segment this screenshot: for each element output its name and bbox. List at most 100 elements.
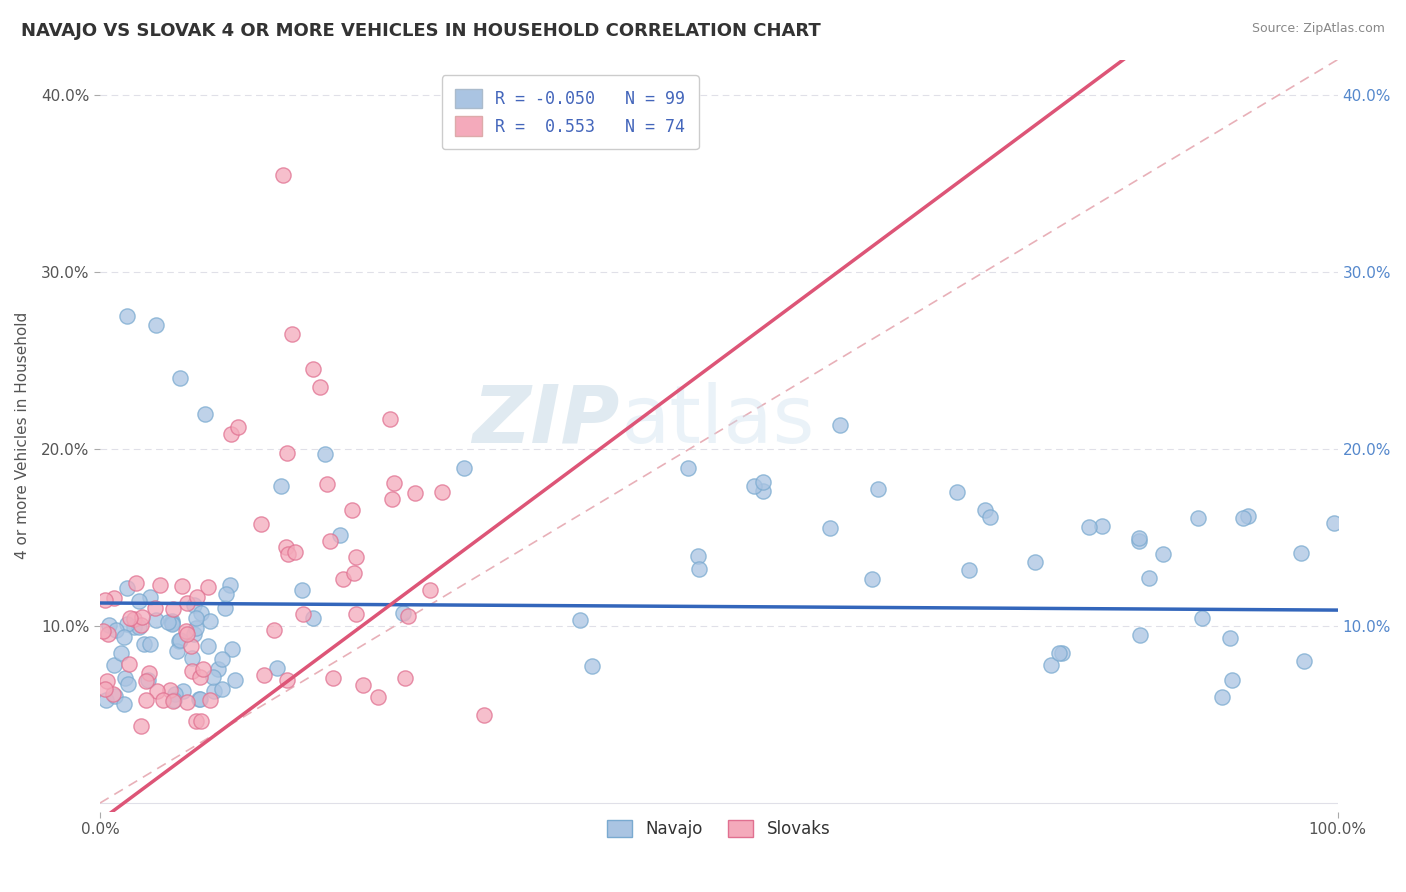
Point bbox=[169, 371, 191, 385]
Point bbox=[120, 611, 142, 625]
Point bbox=[253, 668, 276, 682]
Point bbox=[367, 690, 389, 704]
Point bbox=[135, 693, 157, 707]
Point bbox=[145, 683, 167, 698]
Point bbox=[860, 572, 883, 586]
Point bbox=[1219, 631, 1241, 645]
Point bbox=[1052, 646, 1074, 660]
Point bbox=[418, 583, 440, 598]
Point bbox=[160, 616, 183, 631]
Point bbox=[186, 590, 208, 604]
Point bbox=[382, 476, 405, 491]
Point bbox=[145, 613, 167, 627]
Point bbox=[190, 714, 212, 728]
Point bbox=[156, 615, 179, 629]
Legend: Navajo, Slovaks: Navajo, Slovaks bbox=[600, 814, 837, 845]
Point bbox=[166, 644, 188, 658]
Point bbox=[197, 580, 219, 594]
Point bbox=[117, 676, 139, 690]
Point bbox=[322, 671, 344, 685]
Point bbox=[202, 670, 225, 684]
Point bbox=[183, 627, 205, 641]
Point bbox=[1220, 673, 1243, 688]
Point bbox=[1152, 547, 1174, 561]
Text: ZIP: ZIP bbox=[472, 382, 620, 459]
Point bbox=[1294, 654, 1316, 668]
Point bbox=[820, 521, 842, 535]
Point bbox=[329, 528, 352, 542]
Point bbox=[117, 617, 139, 632]
Point bbox=[101, 687, 124, 701]
Point bbox=[1191, 610, 1213, 624]
Point bbox=[131, 610, 153, 624]
Point bbox=[957, 563, 980, 577]
Text: atlas: atlas bbox=[620, 382, 814, 459]
Point bbox=[344, 550, 367, 565]
Point bbox=[342, 503, 364, 517]
Point bbox=[291, 582, 314, 597]
Point bbox=[302, 362, 325, 376]
Point bbox=[281, 326, 304, 341]
Point bbox=[93, 592, 115, 607]
Point bbox=[190, 606, 212, 620]
Point bbox=[176, 597, 198, 611]
Point bbox=[124, 576, 146, 591]
Point bbox=[1128, 531, 1150, 545]
Point bbox=[224, 673, 246, 687]
Point bbox=[742, 478, 765, 492]
Point bbox=[309, 380, 332, 394]
Text: NAVAJO VS SLOVAK 4 OR MORE VEHICLES IN HOUSEHOLD CORRELATION CHART: NAVAJO VS SLOVAK 4 OR MORE VEHICLES IN H… bbox=[21, 22, 821, 40]
Point bbox=[430, 484, 453, 499]
Point bbox=[276, 541, 298, 555]
Point bbox=[159, 682, 181, 697]
Point bbox=[122, 620, 145, 634]
Point bbox=[1137, 571, 1160, 585]
Point bbox=[1049, 646, 1071, 660]
Point bbox=[135, 673, 157, 688]
Point bbox=[207, 662, 229, 676]
Point bbox=[122, 612, 145, 626]
Point bbox=[394, 671, 416, 685]
Point bbox=[676, 461, 699, 475]
Point bbox=[688, 562, 710, 576]
Point bbox=[176, 627, 198, 641]
Point bbox=[1232, 511, 1254, 525]
Point bbox=[250, 517, 273, 532]
Point bbox=[1129, 628, 1152, 642]
Point bbox=[114, 671, 136, 685]
Point bbox=[103, 658, 125, 673]
Point bbox=[1187, 511, 1209, 525]
Point bbox=[828, 418, 851, 433]
Point bbox=[472, 707, 495, 722]
Point bbox=[378, 412, 401, 426]
Point bbox=[1237, 508, 1260, 523]
Point bbox=[117, 310, 139, 324]
Point bbox=[404, 486, 426, 500]
Point bbox=[979, 510, 1001, 524]
Point bbox=[276, 446, 298, 460]
Point bbox=[176, 695, 198, 709]
Point bbox=[581, 659, 603, 673]
Point bbox=[202, 683, 225, 698]
Point bbox=[218, 578, 240, 592]
Point bbox=[688, 549, 710, 563]
Text: Source: ZipAtlas.com: Source: ZipAtlas.com bbox=[1251, 22, 1385, 36]
Point bbox=[170, 579, 193, 593]
Point bbox=[129, 719, 152, 733]
Point bbox=[132, 637, 155, 651]
Point bbox=[1024, 556, 1046, 570]
Point bbox=[103, 591, 125, 605]
Point bbox=[186, 714, 208, 728]
Point bbox=[752, 484, 775, 499]
Point bbox=[453, 460, 475, 475]
Point bbox=[174, 624, 197, 638]
Point bbox=[186, 620, 208, 634]
Point bbox=[149, 578, 172, 592]
Point bbox=[211, 652, 233, 666]
Point bbox=[1091, 519, 1114, 533]
Point bbox=[197, 640, 219, 654]
Point bbox=[1211, 690, 1233, 704]
Point bbox=[112, 697, 135, 711]
Point bbox=[316, 477, 339, 491]
Point bbox=[110, 646, 132, 660]
